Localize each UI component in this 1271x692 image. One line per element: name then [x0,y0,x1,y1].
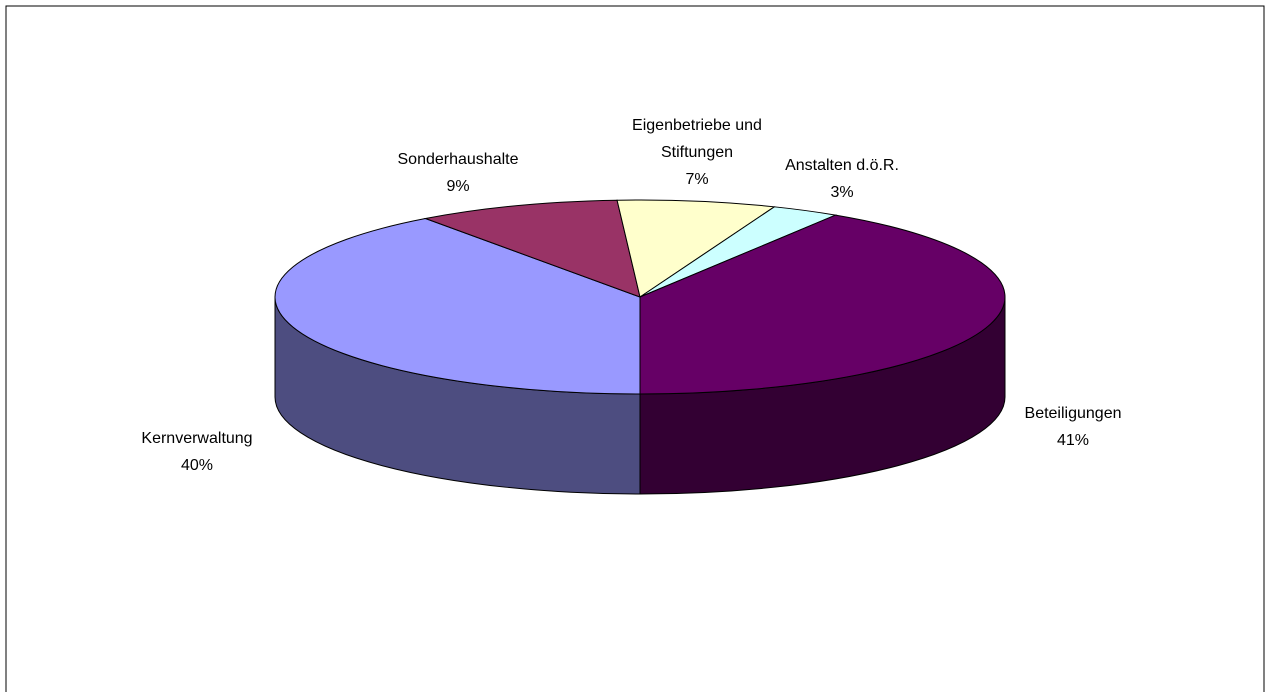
slice-value: 9% [446,178,470,195]
slice [639,214,1006,395]
slice-label: Sonderhaushalte 9% [348,146,568,200]
slice-label: Kernverwaltung 40% [87,425,307,479]
slice-value: 40% [180,457,214,474]
slice-name: Anstalten d.ö.R. [785,157,899,174]
slice [274,218,641,395]
slice-label: Eigenbetriebe und Stiftungen 7% [607,112,787,193]
slice-name: Kernverwaltung [141,430,253,447]
slice-label: Anstalten d.ö.R. 3% [732,152,952,206]
slice-label: Beteiligungen 41% [963,400,1183,454]
slice-name: Beteiligungen [1024,405,1122,422]
slice [616,199,776,298]
slice-name: Eigenbetriebe und Stiftungen [632,117,762,161]
slice [423,199,641,298]
slice-value: 41% [1056,432,1090,449]
pie-tops [274,199,1006,395]
slice-name: Sonderhaushalte [397,151,519,168]
slice-value: 7% [685,171,709,188]
slice-value: 3% [830,184,854,201]
